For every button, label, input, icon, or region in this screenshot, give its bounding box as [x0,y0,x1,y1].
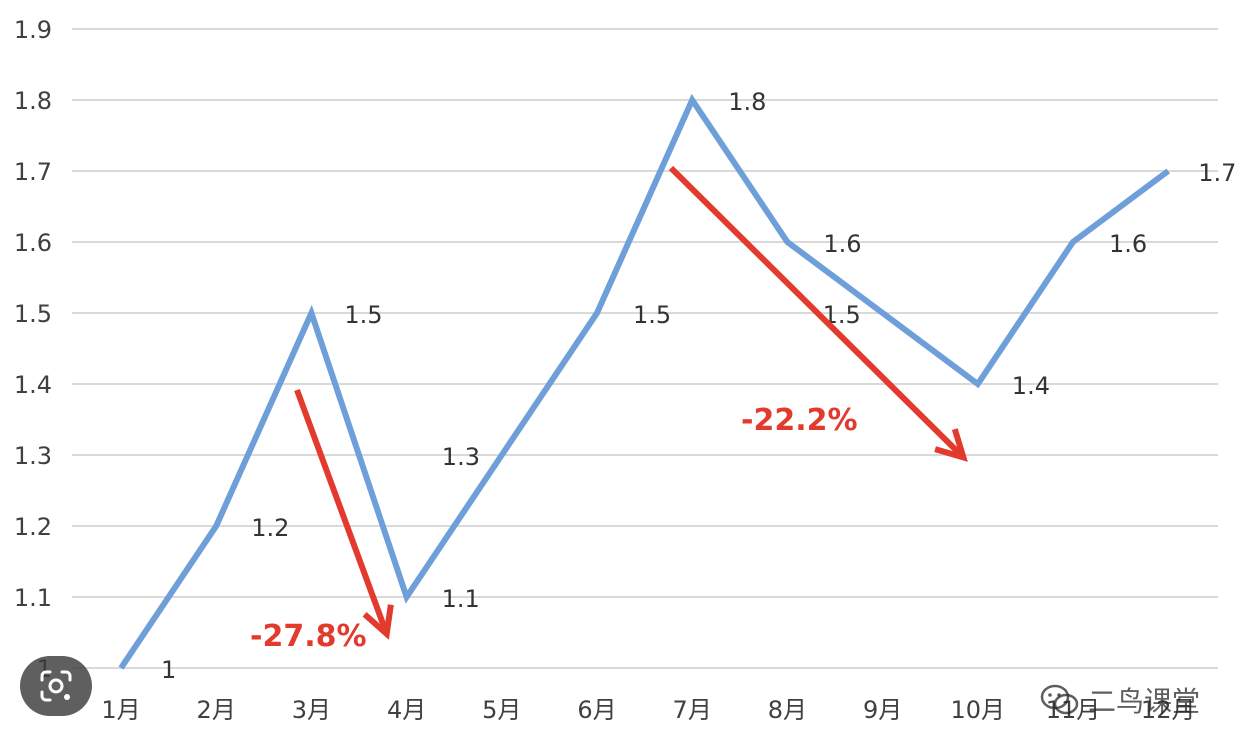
annotation-label: -22.2% [741,403,858,438]
data-label: 1.8 [728,88,766,116]
wechat-icon [1040,684,1079,715]
data-label: 1.3 [442,443,480,471]
data-label: 1.7 [1198,159,1236,187]
watermark-text: 二鸟课堂 [1088,685,1201,718]
watermark: 二鸟课堂 [1040,678,1200,722]
data-label: 1.5 [344,301,382,329]
data-label: 1.2 [251,514,289,542]
y-tick-label: 1.6 [14,229,52,257]
y-tick-label: 1.2 [14,513,52,541]
x-tick-label: 7月 [673,696,712,724]
y-tick-label: 1.4 [14,371,52,399]
data-labels: 11.21.51.11.31.51.81.61.51.41.61.7 [161,88,1236,684]
gridlines [72,28,1218,669]
data-label: 1 [161,656,176,684]
y-tick-label: 1.3 [14,442,52,470]
series-line [118,93,1170,670]
data-label: 1.5 [633,301,671,329]
x-tick-label: 6月 [577,696,616,724]
y-tick-label: 1.1 [14,584,52,612]
x-tick-label: 1月 [101,696,140,724]
y-tick-label: 1.8 [14,87,52,115]
x-tick-label: 2月 [197,696,236,724]
x-axis-ticks: 1月 2月 3月 4月 5月 6月 7月 8月 9月 10月 11月 12月 [101,696,1195,724]
y-axis-ticks: 11.11.21.31.41.51.61.71.81.9 [14,16,52,683]
y-tick-label: 1.9 [14,16,52,44]
series-polyline [118,93,1170,670]
decline-arrow [294,388,386,632]
decline-arrow [668,165,962,456]
x-tick-label: 5月 [482,696,521,724]
x-tick-label: 12月 [1141,696,1196,724]
data-label: 1.1 [442,585,480,613]
data-label: 1.4 [1012,372,1050,400]
data-label: 1.6 [1109,230,1147,258]
annotations: -27.8% -22.2% [250,165,962,654]
x-tick-label: 4月 [387,696,426,724]
google-lens-button[interactable] [20,656,92,716]
x-tick-label: 8月 [768,696,807,724]
x-tick-label: 3月 [292,696,331,724]
x-tick-label: 10月 [951,696,1006,724]
data-label: 1.6 [823,230,861,258]
annotation-label: -27.8% [250,619,367,654]
google-lens-icon [40,670,72,702]
y-tick-label: 1.5 [14,300,52,328]
x-tick-label: 9月 [863,696,902,724]
y-tick-label: 1.7 [14,158,52,186]
